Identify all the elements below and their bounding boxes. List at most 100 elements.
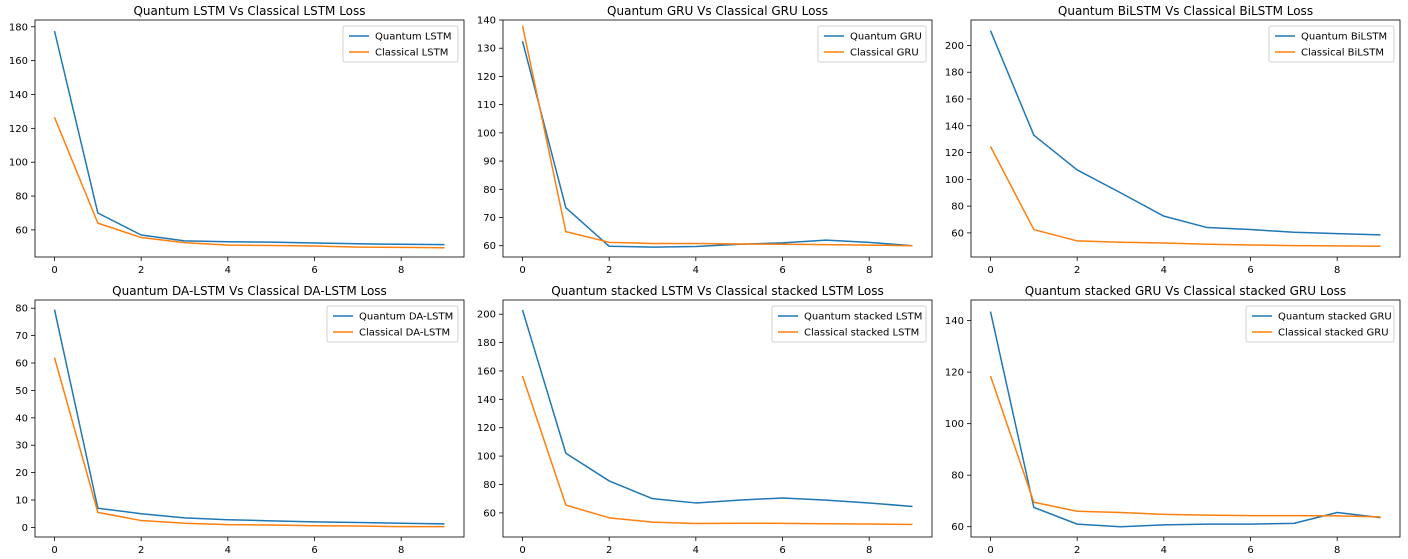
x-tick-label: 8	[866, 545, 872, 556]
legend: Quantum BiLSTM Classical BiLSTM	[1268, 25, 1395, 63]
x-tick-label: 6	[1247, 265, 1253, 276]
y-tick-label: 110	[477, 100, 496, 111]
x-tick-label: 4	[693, 265, 699, 276]
y-tick-label: 140	[9, 90, 28, 101]
legend: Quantum DA-LSTM Classical DA-LSTM	[326, 305, 459, 343]
y-tick-label: 140	[477, 395, 496, 406]
y-tick-label: 60	[483, 508, 496, 519]
axes-frame	[34, 299, 465, 538]
x-tick-label: 6	[779, 545, 785, 556]
x-tick-label: 8	[398, 265, 404, 276]
series-line-classical	[53, 117, 445, 249]
x-tick-label: 2	[138, 265, 144, 276]
axes-frame	[970, 299, 1401, 538]
series-line-classical	[521, 25, 913, 247]
x-tick-label: 4	[693, 545, 699, 556]
series-line-classical	[989, 146, 1381, 248]
y-tick-label: 100	[9, 158, 28, 169]
axes-frame	[970, 19, 1401, 258]
x-tick-label: 4	[1161, 545, 1167, 556]
legend-entry: Quantum stacked LSTM	[804, 312, 922, 323]
legend-entry: Classical LSTM	[375, 48, 448, 59]
x-tick-label: 8	[1334, 265, 1340, 276]
series-line-quantum	[53, 30, 445, 246]
legend-box	[1245, 305, 1395, 343]
y-tick-label: 80	[15, 304, 28, 315]
y-tick-label: 20	[15, 468, 28, 479]
legend-entry: Quantum DA-LSTM	[359, 312, 453, 323]
x-tick-label: 2	[606, 545, 612, 556]
x-tick-label: 2	[138, 545, 144, 556]
y-tick-label: 160	[477, 366, 496, 377]
legend-entry: Quantum BiLSTM	[1301, 32, 1387, 43]
y-tick-label: 60	[15, 359, 28, 370]
y-tick-label: 30	[15, 441, 28, 452]
series-line-quantum	[53, 309, 445, 525]
y-tick-label: 10	[15, 496, 28, 507]
chart-panel-3: 0 2 4 6 8 60 80 100 120 140 160 180 200 Quantum BiLST…	[945, 4, 1401, 276]
y-tick-label: 60	[951, 522, 964, 533]
y-tick-label: 120	[477, 423, 496, 434]
y-tick-label: 200	[945, 41, 964, 52]
x-tick-label: 8	[398, 545, 404, 556]
chart-title: Quantum DA-LSTM Vs Classical DA-LSTM Los…	[112, 284, 387, 298]
axes-frame	[502, 299, 933, 538]
chart-title: Quantum GRU Vs Classical GRU Loss	[607, 4, 828, 18]
chart-panel-1: 0 2 4 6 8 60 80 100 120 140 160 180 Quantum LSTM Vs …	[9, 4, 465, 276]
x-tick-label: 2	[1074, 265, 1080, 276]
y-tick-label: 100	[945, 419, 964, 430]
y-tick-label: 180	[477, 338, 496, 349]
y-tick-label: 100	[945, 175, 964, 186]
series-line-quantum	[989, 311, 1381, 528]
legend: Quantum stacked LSTM Classical stacked LS…	[771, 305, 927, 343]
y-tick-label: 120	[945, 368, 964, 379]
x-tick-label: 2	[1074, 545, 1080, 556]
y-tick-label: 60	[15, 225, 28, 236]
chart-panel-2: 0 2 4 6 8 60 70 80 90 100 110 120 130 140 Quantum GRU …	[477, 4, 933, 276]
x-tick-label: 4	[1161, 265, 1167, 276]
y-tick-label: 120	[945, 148, 964, 159]
y-tick-label: 140	[945, 121, 964, 132]
legend: Quantum LSTM Classical LSTM	[342, 25, 459, 63]
x-tick-label: 6	[311, 265, 317, 276]
y-tick-label: 200	[477, 310, 496, 321]
y-tick-label: 60	[951, 228, 964, 239]
y-tick-label: 180	[9, 22, 28, 33]
legend-box	[771, 305, 927, 343]
x-tick-label: 0	[51, 545, 57, 556]
series-line-classical	[521, 375, 913, 526]
y-tick-label: 70	[15, 331, 28, 342]
chart-title: Quantum stacked GRU Vs Classical stacked…	[1025, 284, 1346, 298]
legend-entry: Classical DA-LSTM	[359, 328, 450, 339]
series-line-classical	[53, 357, 445, 528]
y-tick-label: 130	[477, 44, 496, 55]
y-tick-label: 70	[483, 213, 496, 224]
legend-box	[342, 25, 459, 63]
legend-entry: Classical stacked LSTM	[804, 328, 919, 339]
y-tick-label: 140	[477, 16, 496, 27]
y-tick-label: 80	[951, 202, 964, 213]
x-tick-label: 6	[1247, 545, 1253, 556]
y-tick-label: 80	[15, 192, 28, 203]
axes-frame	[34, 19, 465, 258]
y-tick-label: 80	[483, 480, 496, 491]
y-tick-label: 100	[477, 128, 496, 139]
x-tick-label: 8	[866, 265, 872, 276]
series-line-classical	[989, 375, 1381, 518]
y-tick-label: 60	[483, 241, 496, 252]
legend-box	[1268, 25, 1395, 63]
x-tick-label: 0	[987, 545, 993, 556]
y-tick-label: 180	[945, 68, 964, 79]
y-tick-label: 90	[483, 157, 496, 168]
legend: Quantum GRU Classical GRU	[817, 25, 927, 63]
chart-title: Quantum BiLSTM Vs Classical BiLSTM Loss	[1058, 4, 1313, 18]
x-tick-label: 0	[51, 265, 57, 276]
x-tick-label: 0	[987, 265, 993, 276]
y-tick-label: 120	[9, 124, 28, 135]
legend-entry: Quantum stacked GRU	[1278, 312, 1392, 323]
legend-box	[326, 305, 459, 343]
y-tick-label: 160	[9, 56, 28, 67]
y-tick-label: 100	[477, 452, 496, 463]
